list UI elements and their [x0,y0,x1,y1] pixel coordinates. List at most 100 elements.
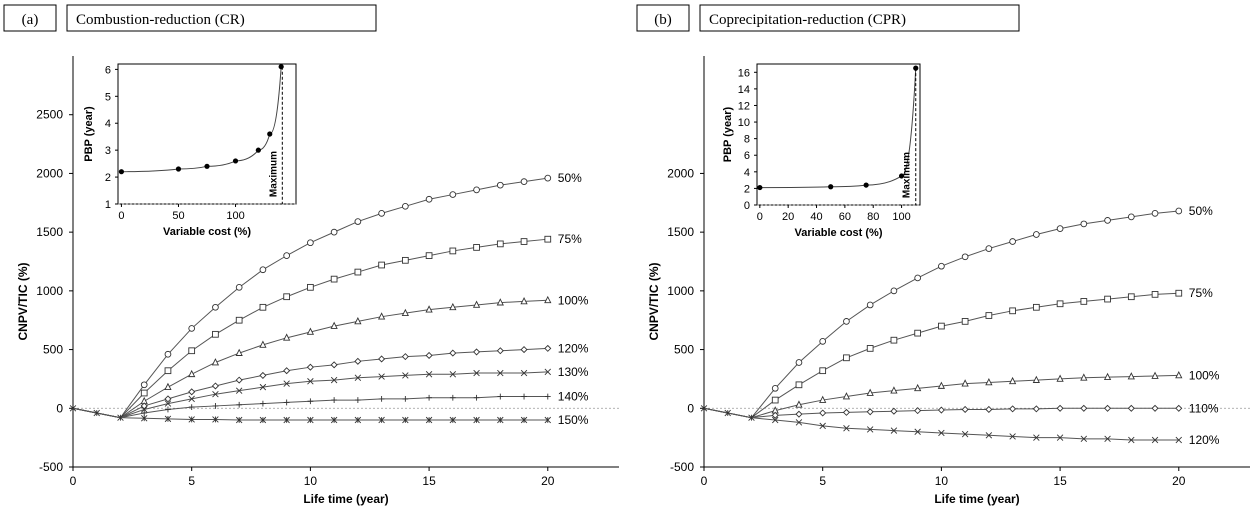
series-marker [544,235,552,243]
series-marker [93,409,100,417]
series-marker [937,406,945,414]
series-marker [449,191,457,198]
series-marker [140,415,148,422]
series-marker [140,381,148,389]
series-marker [842,392,851,400]
series-marker [401,256,409,264]
y-axis-label: CNPV/TIC (%) [16,262,30,340]
series-marker [937,381,946,389]
inset-x-tick-label: 80 [867,211,879,223]
series-marker [330,275,338,283]
x-tick-label: 10 [935,474,949,488]
series-marker [938,322,945,330]
series-marker [890,336,898,344]
series-label: 150% [558,413,589,427]
inset-y-tick-label: 6 [744,150,750,162]
series-marker [1009,405,1017,413]
series-marker [330,361,338,369]
series-marker [1080,298,1088,305]
series-marker [330,321,338,329]
x-tick-label: 20 [541,474,555,488]
series-marker [819,409,827,417]
series-marker [449,371,457,378]
series-marker [117,414,124,421]
series-marker [401,353,409,361]
series-marker [260,400,266,407]
y-tick-label: 500 [43,343,63,357]
series-marker [866,388,874,396]
series-marker [402,395,409,402]
panel-b-title-box [699,4,1020,32]
series-marker [354,416,362,424]
inset-frame [117,63,297,205]
series-marker [938,262,945,270]
series-label: 110% [1189,401,1219,415]
inset-y-axis-label: PBP (year) [83,106,95,162]
inset-y-tick-label: 8 [744,134,750,146]
series-marker [914,383,922,392]
series-marker [544,295,552,304]
series-marker [1033,434,1040,441]
series-marker [985,405,993,413]
series-marker [748,414,755,421]
series-marker [544,393,551,400]
series-marker [795,419,803,426]
series-label: 100% [558,293,589,307]
series-marker [961,430,969,438]
series-marker [141,410,148,416]
series-marker [520,238,528,245]
y-tick-label: 2000 [36,166,63,180]
series-marker [306,327,315,335]
inset-x-tick-label: 100 [892,211,910,223]
series-marker [188,325,196,332]
inset-point [278,64,284,70]
series-marker [425,351,433,359]
series-marker [1104,404,1112,412]
series-marker [1032,375,1040,383]
series-marker [700,405,708,412]
series-marker [307,416,314,424]
series-marker [1151,436,1159,444]
series-marker [283,252,291,259]
series-marker [1056,434,1064,441]
series-marker [1056,225,1064,232]
series-marker [425,252,433,259]
series-marker [961,318,969,325]
series-marker [890,407,898,415]
series-marker [307,283,314,291]
series-marker [1151,210,1159,217]
series-marker [449,247,457,255]
series-marker [212,303,219,311]
series-marker [985,432,993,439]
series-marker [771,396,779,404]
series-marker [544,368,552,376]
inset-x-tick-label: 20 [782,211,794,223]
series-marker [795,359,803,366]
series-marker [1032,231,1040,238]
series-marker [164,415,172,423]
series-marker [378,355,386,363]
series-marker [819,395,827,403]
series-marker [259,371,267,379]
series-marker [1056,404,1064,412]
series-marker [985,312,993,319]
series-marker [1080,373,1088,381]
series-marker [473,348,481,356]
series-marker [544,344,552,352]
series-marker [306,363,314,371]
inset-x-tick-label: 0 [118,210,124,222]
series-marker [307,239,314,247]
inset-x-tick-label: 100 [226,210,244,222]
series-marker [890,427,898,434]
series-label: 120% [558,341,589,355]
series-marker [283,293,291,301]
series-marker [1151,291,1159,298]
inset-point [828,184,834,190]
panel-a-title: Combustion-reduction (CR) [76,12,245,28]
y-tick-label: 0 [56,401,63,415]
series-marker [354,218,362,225]
inset-maximum-label: Maximum [268,151,279,197]
series-marker [354,397,361,403]
inset-y-tick-label: 3 [105,145,111,157]
